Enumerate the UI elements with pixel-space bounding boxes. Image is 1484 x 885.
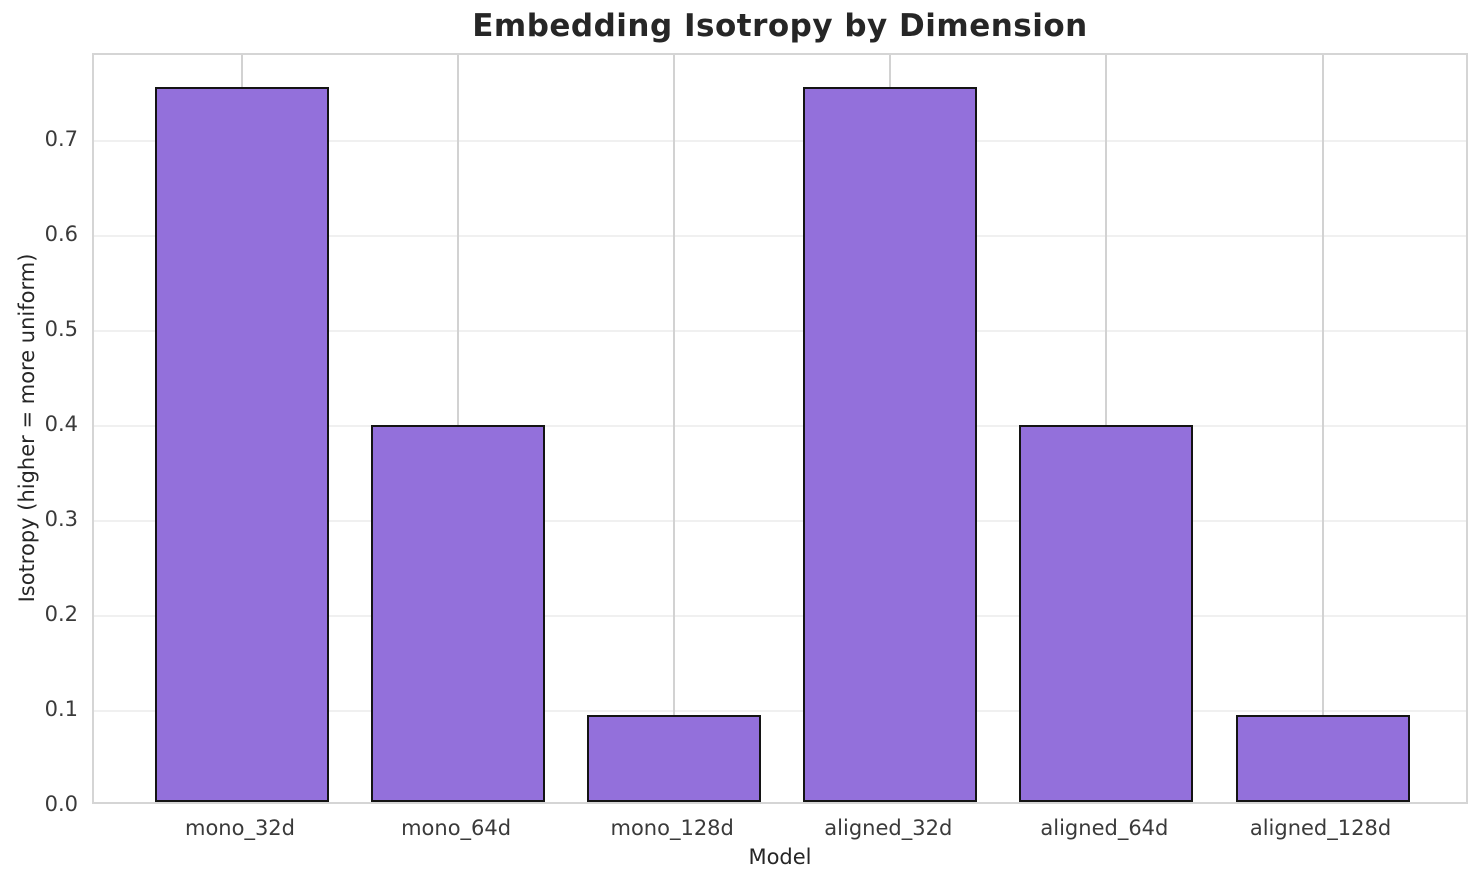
bar-mono_32d xyxy=(155,87,329,802)
y-gridline xyxy=(94,519,1466,522)
x-tick-label: aligned_128d xyxy=(1249,816,1392,840)
y-tick-label: 0.1 xyxy=(44,696,78,721)
y-gridline xyxy=(94,614,1466,617)
y-gridline xyxy=(94,234,1466,237)
x-tick-label: aligned_64d xyxy=(1040,816,1169,840)
x-gridline xyxy=(673,55,676,802)
y-tick-label: 0.3 xyxy=(44,506,78,531)
bar-aligned_128d xyxy=(1235,714,1410,802)
bar-aligned_64d xyxy=(1019,424,1194,802)
bar-aligned_32d xyxy=(803,87,978,802)
y-gridline xyxy=(94,139,1466,142)
chart-title: Embedding Isotropy by Dimension xyxy=(472,8,1088,44)
x-tick-label: aligned_32d xyxy=(824,816,953,840)
x-tick-label: mono_32d xyxy=(184,816,295,840)
bar-mono_64d xyxy=(371,424,546,802)
bar-mono_128d xyxy=(587,714,762,802)
y-gridline xyxy=(94,329,1466,332)
y-tick-label: 0.4 xyxy=(44,411,78,436)
y-gridline xyxy=(94,424,1466,427)
y-gridline xyxy=(94,709,1466,712)
y-tick-label: 0.0 xyxy=(44,792,78,816)
y-tick-label: 0.2 xyxy=(44,601,78,626)
x-tick-label: mono_64d xyxy=(401,816,512,840)
plot-area xyxy=(92,53,1468,804)
y-tick-label: 0.6 xyxy=(44,221,78,246)
x-axis-label: Model xyxy=(748,845,812,869)
x-gridline xyxy=(1321,55,1324,802)
y-tick-label: 0.7 xyxy=(44,126,78,151)
x-tick-label: mono_128d xyxy=(610,816,734,840)
y-tick-label: 0.5 xyxy=(44,316,78,341)
